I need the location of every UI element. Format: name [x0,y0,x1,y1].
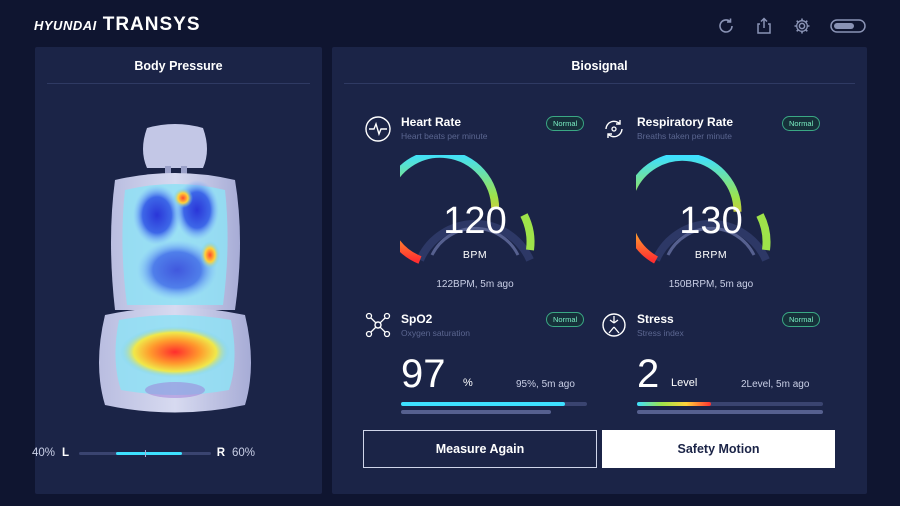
right-percent: 60% [231,447,255,459]
stress-status-badge: Normal [782,312,821,327]
heart-rate-icon [365,116,391,142]
body-pressure-panel: Body Pressure [35,47,322,494]
spo2-unit: % [463,377,473,389]
brand-part2: TRANSYS [102,14,201,35]
right-label: R [216,447,226,459]
stress-subtitle: Stress index [637,328,684,338]
spo2-value: 97 [401,352,446,396]
balance-track [79,449,211,457]
divider [47,83,310,84]
respiratory-rate-last: 150BRPM, 5m ago [668,279,754,290]
heart-rate-subtitle: Heart beats per minute [401,131,488,141]
gear-icon[interactable] [792,16,812,36]
balance-center-mark [145,449,146,457]
stress-value: 2 [637,352,660,396]
biosignal-panel: Biosignal [332,47,867,494]
left-percent: 40% [32,447,56,459]
body-pressure-title: Body Pressure [134,59,223,73]
spo2-bar-fill [401,402,565,406]
battery-icon [830,16,868,36]
divider [344,83,855,84]
stress-bar [637,402,823,406]
molecule-icon [365,312,391,338]
seat-pressure-heatmap [99,124,251,413]
heart-rate-unit: BPM [462,249,488,261]
spo2-last: 95%, 5m ago [516,379,575,390]
left-label: L [62,447,70,459]
spo2-status-badge: Normal [546,312,585,327]
refresh-icon[interactable] [716,16,736,36]
biosignal-title: Biosignal [571,59,628,73]
respiratory-rate-icon [605,120,623,138]
heart-rate-gauge [400,155,535,264]
share-icon[interactable] [754,16,774,36]
respiratory-rate-subtitle: Breaths taken per minute [637,131,732,141]
heart-rate-status-badge: Normal [546,116,585,131]
safety-motion-button[interactable]: Safety Motion [602,430,835,468]
stress-bar-baseline [637,410,823,414]
stress-last: 2Level, 5m ago [741,379,810,390]
measure-again-button[interactable]: Measure Again [363,430,597,468]
respiratory-rate-title: Respiratory Rate [637,115,734,129]
spo2-subtitle: Oxygen saturation [401,328,470,338]
stress-title: Stress [637,312,674,326]
spo2-bar [401,402,587,406]
respiratory-rate-status-badge: Normal [782,116,821,131]
top-bar: HYUNDAI TRANSYS [0,0,900,46]
stress-bar-fill [637,402,712,406]
heart-rate-title: Heart Rate [401,115,462,129]
stress-icon [602,313,626,337]
left-right-balance: 40% L R 60% [32,444,262,462]
brand-part1: HYUNDAI [34,18,97,33]
respiratory-rate-value: 130 [679,200,743,242]
spo2-title: SpO2 [401,312,433,326]
balance-fill [116,451,182,455]
heart-rate-value: 120 [443,200,507,242]
heart-rate-last: 122BPM, 5m ago [436,279,514,290]
respiratory-rate-gauge [636,155,771,264]
brand-logo: HYUNDAI TRANSYS [34,14,201,36]
respiratory-rate-unit: BRPM [694,249,728,261]
top-icons [716,16,868,36]
stress-unit: Level [671,377,698,389]
spo2-bar-baseline [401,410,551,414]
